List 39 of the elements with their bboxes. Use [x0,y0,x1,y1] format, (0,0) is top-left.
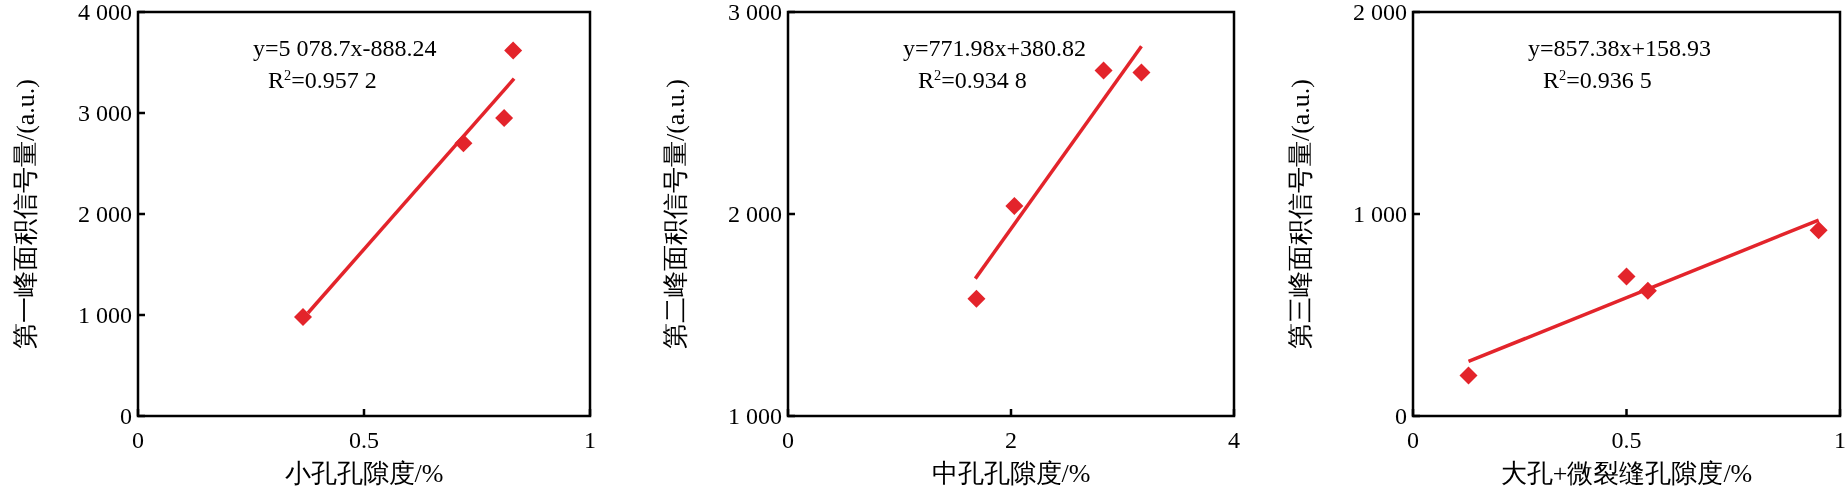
point [293,308,312,327]
x-axis-title: 中孔孔隙度/% [931,459,1091,488]
y-tick-label: 0 [120,403,132,429]
annotation: y=857.38x+158.93 [1528,35,1712,61]
x-axis-title: 大孔+微裂缝孔隙度/% [1500,459,1753,488]
y-tick-label: 2 000 [728,201,782,227]
y-axis-title: 第二峰面积信号量/(a.u.) [661,78,690,350]
x-axis-title: 小孔孔隙度/% [284,459,444,488]
annotation: y=5 078.7x-888.24 [253,35,437,61]
y-tick-label: 3 000 [728,0,782,25]
annotation: R$^{2}$=0.934 8 [918,67,1027,93]
x-tick-label: 1 [1834,427,1846,453]
x-tick-label: 4 [1228,427,1240,453]
point [1094,61,1113,80]
point [504,41,523,60]
y-tick-label: 1 000 [78,302,132,328]
x-tick-label: 0.5 [1611,427,1642,453]
point [1132,63,1151,82]
point [495,109,514,128]
x-tick-label: 2 [1005,427,1017,453]
x-tick-label: 0.5 [349,427,379,453]
point [967,289,986,308]
annotation: R$^{2}$=0.936 5 [1543,67,1652,93]
point [1809,221,1828,240]
y-axis-title: 第三峰面积信号量/(a.u.) [1286,78,1315,350]
y-tick-label: 2 000 [78,201,132,227]
y-tick-label: 3 000 [78,100,132,126]
y-axis-title: 第一峰面积信号量/(a.u.) [11,78,40,350]
y-tick-label: 2 000 [1353,0,1407,25]
y-tick-label: 4 000 [78,0,132,25]
annotation: R$^{2}$=0.957 2 [268,67,377,93]
x-tick-label: 1 [584,427,596,453]
y-tick-label: 1 000 [728,403,782,429]
y-tick-label: 1 000 [1353,201,1407,227]
point [1617,267,1636,286]
y-tick-label: 0 [1395,403,1407,429]
annotation: y=771.98x+380.82 [903,35,1087,61]
point [1005,196,1024,215]
point [1459,366,1478,385]
